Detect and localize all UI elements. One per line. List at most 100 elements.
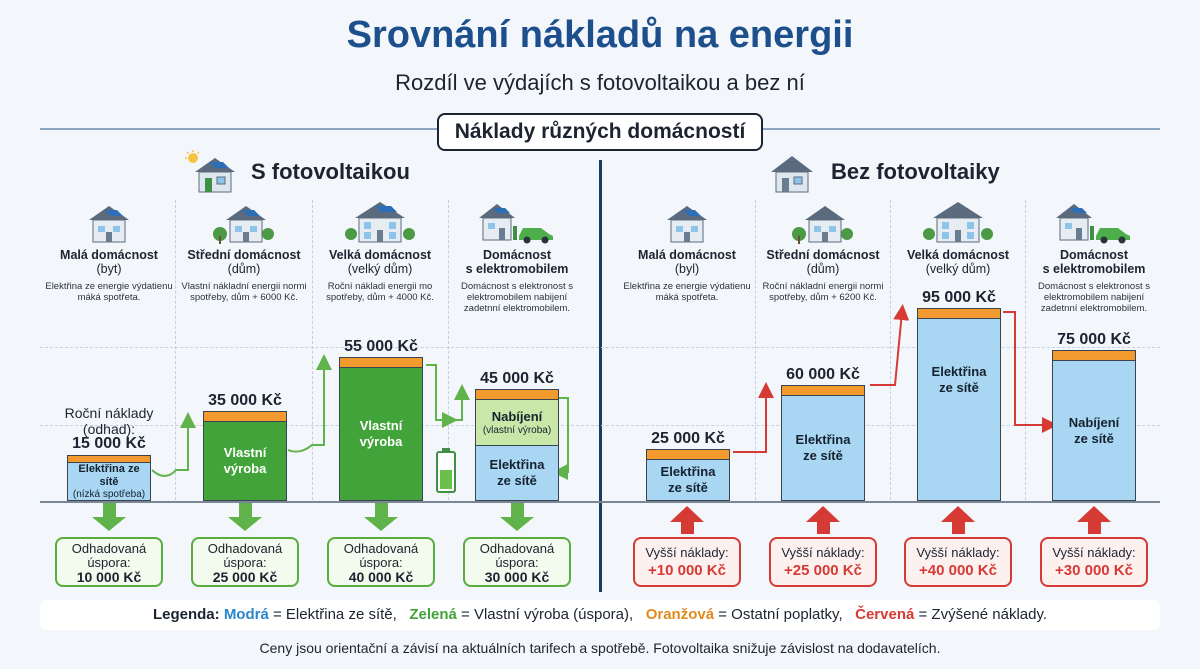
savings-label: Odhadovaná úspora: [343,541,419,570]
gridline [40,425,1160,426]
bar-ev-grid: Nabíjení ze sítě [1052,350,1136,501]
red-flow-arrows [733,304,1058,453]
savings-box: Odhadovaná úspora: 10 000 Kč [55,537,163,587]
legend-orange-text: = Ostatní poplatky, [718,606,843,623]
annual-costs-label: Roční náklady (odhad): [64,405,154,437]
column-name: Domácnost [482,248,552,262]
column-sub: s elektromobilem [465,262,569,276]
right-heading: Bez fotovoltaiky [765,150,1000,194]
savings-box: Odhadovaná úspora: 40 000 Kč [327,537,435,587]
bar-large-grid: Elektřina ze sítě [917,308,1001,501]
bar-total-label: 15 000 Kč [72,435,146,452]
segment-sublabel: (vlastní výroba) [482,425,552,436]
column-name: Malá domácnost [60,248,158,262]
solar-house-icon [185,150,235,193]
column-header-small: Malá domácnost (byt) Elektřina ze energi… [42,200,176,303]
cost-value: +30 000 Kč [1055,562,1133,579]
column-sub: (velký dům) [925,262,991,276]
center-divider [599,160,602,592]
fees-segment [476,390,558,400]
column-name: Střední domácnost [766,248,880,262]
fees-segment [340,358,422,368]
legend-blue-word: Modrá [223,606,269,623]
savings-value: 25 000 Kč [212,569,278,585]
column-sub: (dům) [227,262,261,276]
column-header-small: Malá domácnost (byl) Elektřina ze energi… [620,200,754,303]
house-ev-icon [450,200,584,244]
green-flow-arrows [151,354,569,480]
savings-value: 40 000 Kč [348,569,414,585]
column-header-ev: Domácnost s elektromobilem Domácnost s e… [450,200,584,314]
bar-total-label: 55 000 Kč [344,338,418,355]
legend-green-text: = Vlastní výroba (úspora), [461,606,634,623]
column-sub: s elektromobilem [1042,262,1146,276]
legend-red-text: = Zvýšené náklady. [918,606,1048,623]
grid-segment: Elektřina ze sítě [918,319,1000,500]
apartment-house-icon [42,200,176,244]
own-production-segment: Vlastní výroba [204,422,286,500]
segment-label: Elektřina ze sítě [78,463,140,488]
column-desc: Domácnost s elektronost s elektromobilem… [1038,281,1150,314]
cost-box: Vyšší náklady: +40 000 Kč [904,537,1012,587]
column-name: Malá domácnost [638,248,736,262]
legend-blue-text: = Elektřina ze sítě, [272,606,397,623]
savings-box: Odhadovaná úspora: 30 000 Kč [463,537,571,587]
savings-label: Odhadovaná úspora: [479,541,555,570]
legend-orange-word: Oranžová [645,606,715,623]
page-subtitle: Rozdíl ve výdajích s fotovoltaikou a bez… [395,70,805,95]
column-desc: Roční nákladi energii mo spotřeby, dům +… [326,281,434,303]
column-header-medium: Střední domácnost (dům) Vlastní nákladní… [177,200,311,303]
cost-box: Vyšší náklady: +30 000 Kč [1040,537,1148,587]
column-desc: Elektřina ze energie výdatienu máká spot… [45,281,173,303]
chart-baseline [40,501,1160,503]
big-house-icon [891,200,1025,244]
legend-red-word: Červená [855,606,915,623]
bar-large-pv: Vlastní výroba [339,357,423,501]
column-desc: Vlastní nákladní energii normi spotřeby,… [181,281,307,303]
fees-segment [68,456,150,463]
cost-label: Vyšší náklady: [645,545,729,560]
segment-label: Nabíjení [491,409,543,424]
left-heading-text: S fotovoltaikou [251,159,410,184]
bar-total-label: 60 000 Kč [786,366,860,383]
savings-box: Odhadovaná úspora: 25 000 Kč [191,537,299,587]
house-icon [771,156,813,193]
charging-segment: Nabíjení (vlastní výroba) [476,400,558,446]
column-name: Domácnost [1059,248,1129,262]
column-header-ev: Domácnost s elektromobilem Domácnost s e… [1027,200,1161,314]
bar-total-label: 95 000 Kč [922,289,996,306]
house-icon [756,200,890,244]
column-desc: Elektřina ze energie výdatienu máká spot… [623,281,751,303]
bar-ev-pv: Nabíjení (vlastní výroba) Elektřina ze sí… [475,389,559,501]
grid-segment: Elektřina ze sítě [782,396,864,500]
footer-note: Ceny jsou orientační a závisí na aktuáln… [259,640,941,656]
section-label: Náklady různých domácností [437,113,763,151]
savings-value: 30 000 Kč [484,569,550,585]
legend-green-word: Zelená [409,606,457,623]
column-desc: Roční nákladní energii normi spotřeby, d… [762,281,884,303]
grid-segment: Nabíjení ze sítě [1053,361,1135,500]
bar-total-label: 25 000 Kč [651,430,725,447]
grid-segment: Elektřina ze sítě (nízká spotřeba) [68,463,150,500]
column-sub: (dům) [806,262,840,276]
grid-segment: Elektřina ze sítě [476,446,558,500]
column-desc: Domácnost s elektronost s elektromobilem… [461,281,573,314]
cost-box: Vyšší náklady: +10 000 Kč [633,537,741,587]
column-name: Velká domácnost [328,248,432,262]
column-header-large: Velká domácnost (velký dům) [891,200,1025,276]
column-separator [175,200,176,500]
cost-value: +10 000 Kč [648,562,726,579]
cost-box: Vyšší náklady: +25 000 Kč [769,537,877,587]
fees-segment [204,412,286,422]
apartment-house-icon [620,200,754,244]
page-title: Srovnání nákladů na energii [346,14,854,56]
bar-total-label: 45 000 Kč [480,370,554,387]
down-arrows [92,503,534,531]
savings-value: 10 000 Kč [76,569,142,585]
column-header-large: Velká domácnost (velký dům) Roční náklad… [313,200,447,303]
column-separator [1025,200,1026,500]
big-house-icon [313,200,447,244]
column-header-medium: Střední domácnost (dům) Roční nákladní e… [756,200,890,303]
cost-label: Vyšší náklady: [781,545,865,560]
